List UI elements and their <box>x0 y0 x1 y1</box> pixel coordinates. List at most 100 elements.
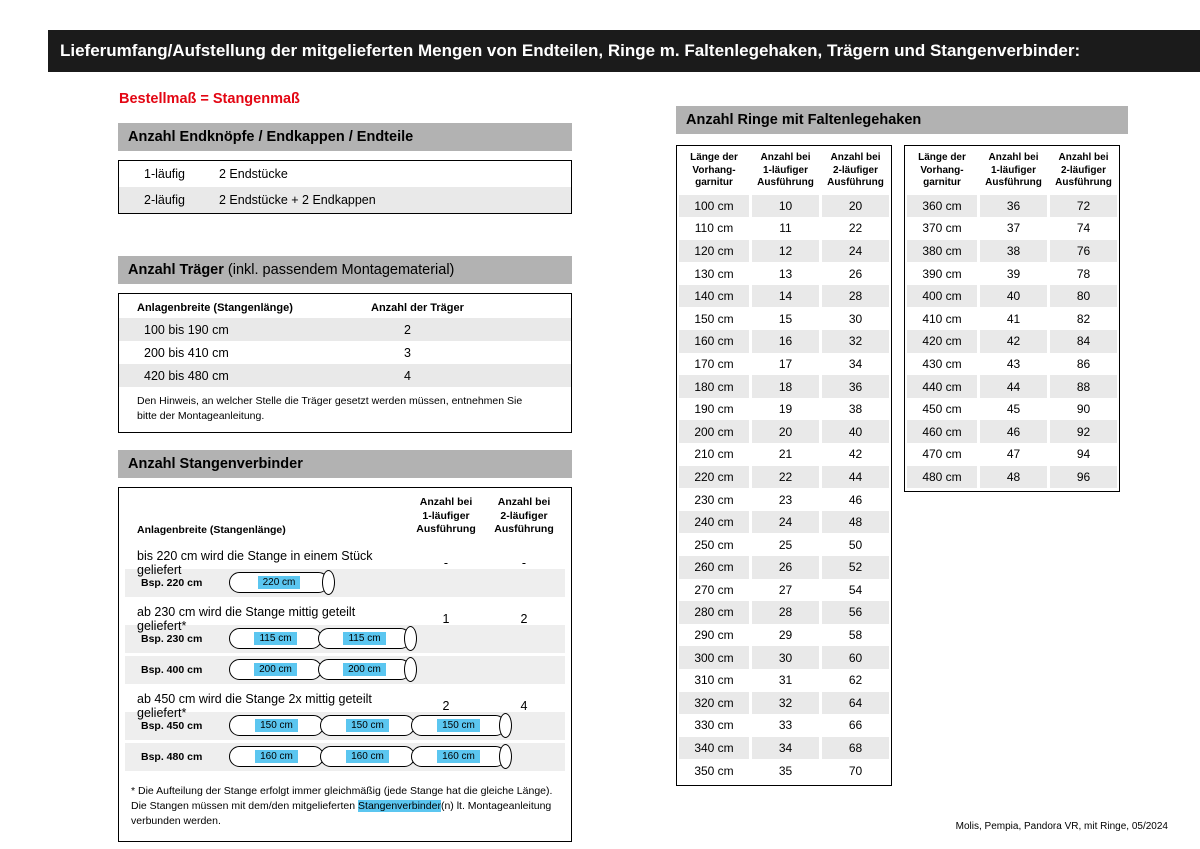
ring-cell-2laufig: 30 <box>848 311 863 326</box>
ring-col-1laufig: Anzahl bei 1-läufiger Ausführung <box>757 152 814 188</box>
ring-cell-length: 190 cm <box>694 402 734 417</box>
ring-cell-1laufig: 28 <box>752 601 819 624</box>
ring-cell-1laufig: 26 <box>752 556 819 579</box>
ring-cell-1laufig: 18 <box>752 375 819 398</box>
ring-table-header: Länge der Vorhang- garnitur Anzahl bei 1… <box>677 146 891 195</box>
ring-cell-1laufig: 42 <box>980 330 1047 353</box>
verbinder-col-1laufig: Anzahl bei 1-läufiger Ausführung <box>416 496 476 535</box>
ring-cell-length: 380 cm <box>907 239 977 263</box>
ring-col-laenge: Länge der Vorhang- garnitur <box>690 152 738 188</box>
ring-cell-1laufig: 11 <box>779 221 792 236</box>
ring-col-2laufig: Anzahl bei 2-läufiger Ausführung <box>1055 152 1112 188</box>
title-bar: Lieferumfang/Aufstellung der mitgeliefer… <box>48 30 1200 72</box>
verbinder-group-desc: ab 450 cm wird die Stange 2x mittig gete… <box>137 691 372 720</box>
traeger-col-anlagenbreite: Anlagenbreite (Stangenlänge) <box>137 302 293 314</box>
endpieces-row-value: 2 Endstücke + 2 Endkappen <box>219 193 376 207</box>
ring-tables: Länge der Vorhang- garnitur Anzahl bei 1… <box>676 145 1128 786</box>
ring-cell-1laufig: 12 <box>752 239 819 263</box>
ring-cell-length: 210 cm <box>694 447 734 462</box>
ring-cell-2laufig: 90 <box>1076 402 1091 417</box>
ring-cell-1laufig: 14 <box>752 284 819 308</box>
verbinder-groups: bis 220 cm wird die Stange in einem Stüc… <box>119 549 571 771</box>
section-header-verbinder: Anzahl Stangenverbinder <box>118 450 572 479</box>
verbinder-count-2laufig: 4 <box>520 698 528 713</box>
verbinder-example-label: Bsp. 450 cm <box>141 719 203 732</box>
section-header-endpieces: Anzahl Endknöpfe / Endkappen / Endteile <box>118 123 572 151</box>
ring-cell-2laufig: 36 <box>822 375 889 398</box>
section-title-traeger-suffix: (inkl. passendem Montagematerial) <box>223 262 455 278</box>
verbinder-group: ab 450 cm wird die Stange 2x mittig gete… <box>119 692 571 771</box>
rod-end-cap-icon <box>499 744 512 770</box>
ring-cell-2laufig: 48 <box>822 510 889 534</box>
ring-table-header: Länge der Vorhang- garnitur Anzahl bei 1… <box>905 146 1119 195</box>
ring-cell-length: 470 cm <box>922 447 962 462</box>
ring-row: 180 cm 18 36 <box>677 375 891 398</box>
ring-cell-1laufig: 38 <box>980 239 1047 263</box>
verbinder-footnote: * Die Aufteilung der Stange erfolgt imme… <box>119 776 571 838</box>
ring-cell-length: 180 cm <box>679 375 749 398</box>
ring-cell-length: 410 cm <box>922 311 962 326</box>
ring-cell-length: 160 cm <box>679 330 749 353</box>
ring-cell-2laufig: 82 <box>1076 311 1091 326</box>
ring-cell-length: 280 cm <box>679 601 749 624</box>
ring-cell-1laufig: 32 <box>752 691 819 715</box>
verbinder-example-row: Bsp. 220 cm 220 cm <box>125 568 565 597</box>
ring-cell-1laufig: 29 <box>778 628 793 643</box>
ring-cell-1laufig: 44 <box>980 375 1047 398</box>
ring-cell-length: 290 cm <box>694 628 734 643</box>
ring-row: 190 cm 19 38 <box>677 398 891 421</box>
ring-row: 420 cm 42 84 <box>905 330 1119 353</box>
ring-col-2laufig: Anzahl bei 2-läufiger Ausführung <box>827 152 884 188</box>
ring-cell-1laufig: 43 <box>1006 356 1021 371</box>
ring-cell-length: 390 cm <box>922 266 962 281</box>
ring-cell-1laufig: 20 <box>752 420 819 444</box>
ring-cell-2laufig: 60 <box>822 646 889 669</box>
endpieces-row: 2-läufig 2 Endstücke + 2 Endkappen <box>119 187 571 213</box>
ring-rows: 100 cm 10 20 110 cm 11 22 120 cm 12 24 130 cm 13 26… <box>677 194 891 782</box>
rod-segment-length: 200 cm <box>343 663 386 677</box>
rod-segment-length: 150 cm <box>346 719 389 733</box>
ring-cell-length: 240 cm <box>679 510 749 534</box>
ring-row: 360 cm 36 72 <box>905 194 1119 218</box>
rod-segment-length: 220 cm <box>257 576 301 590</box>
ring-cell-2laufig: 72 <box>1050 194 1117 218</box>
ring-cell-2laufig: 86 <box>1076 356 1091 371</box>
ring-cell-2laufig: 34 <box>848 356 863 371</box>
ring-cell-2laufig: 42 <box>848 447 863 462</box>
ring-cell-1laufig: 15 <box>778 311 793 326</box>
traeger-row-count: 4 <box>404 368 411 383</box>
ring-row: 110 cm 11 22 <box>677 217 891 240</box>
traeger-rows: 100 bis 190 cm 2 200 bis 410 cm 3 420 bis 48… <box>119 318 571 387</box>
verbinder-table: Anlagenbreite (Stangenlänge) Anzahl bei … <box>118 487 572 843</box>
ring-cell-2laufig: 74 <box>1076 221 1091 236</box>
ring-cell-1laufig: 25 <box>778 537 793 552</box>
ring-cell-length: 230 cm <box>694 492 734 507</box>
section-title-verbinder: Anzahl Stangenverbinder <box>128 456 303 473</box>
ring-cell-2laufig: 40 <box>822 420 889 444</box>
ring-cell-2laufig: 70 <box>848 763 863 778</box>
verbinder-group: bis 220 cm wird die Stange in einem Stüc… <box>119 549 571 597</box>
verbinder-footnote-pre: * Die Aufteilung der Stange erfolgt imme… <box>131 784 553 812</box>
endpieces-row: 1-läufig 2 Endstücke <box>119 161 571 187</box>
ring-cell-length: 310 cm <box>694 673 734 688</box>
ring-cell-length: 100 cm <box>679 194 749 218</box>
rod-diagram: 160 cm 160 cm 160 cm <box>229 744 512 770</box>
ring-row: 470 cm 47 94 <box>905 443 1119 466</box>
ring-row: 130 cm 13 26 <box>677 262 891 285</box>
verbinder-col-anlagenbreite: Anlagenbreite (Stangenlänge) <box>137 523 286 536</box>
ring-cell-length: 420 cm <box>907 330 977 353</box>
ring-row: 390 cm 39 78 <box>905 262 1119 285</box>
endpieces-row-label: 2-läufig <box>144 193 185 207</box>
ring-cell-1laufig: 16 <box>752 330 819 353</box>
ring-cell-1laufig: 41 <box>1006 311 1021 326</box>
ring-cell-length: 350 cm <box>694 763 734 778</box>
verbinder-footnote-post: (n) lt. Montageanleitung verbunden werde… <box>131 799 552 828</box>
ring-row: 310 cm 31 62 <box>677 669 891 692</box>
ring-cell-1laufig: 13 <box>778 266 793 281</box>
ring-cell-2laufig: 76 <box>1050 239 1117 263</box>
ring-cell-2laufig: 64 <box>822 691 889 715</box>
rod-end-cap-icon <box>499 713 512 739</box>
ring-cell-1laufig: 39 <box>1006 266 1021 281</box>
traeger-row-count: 2 <box>404 322 411 337</box>
